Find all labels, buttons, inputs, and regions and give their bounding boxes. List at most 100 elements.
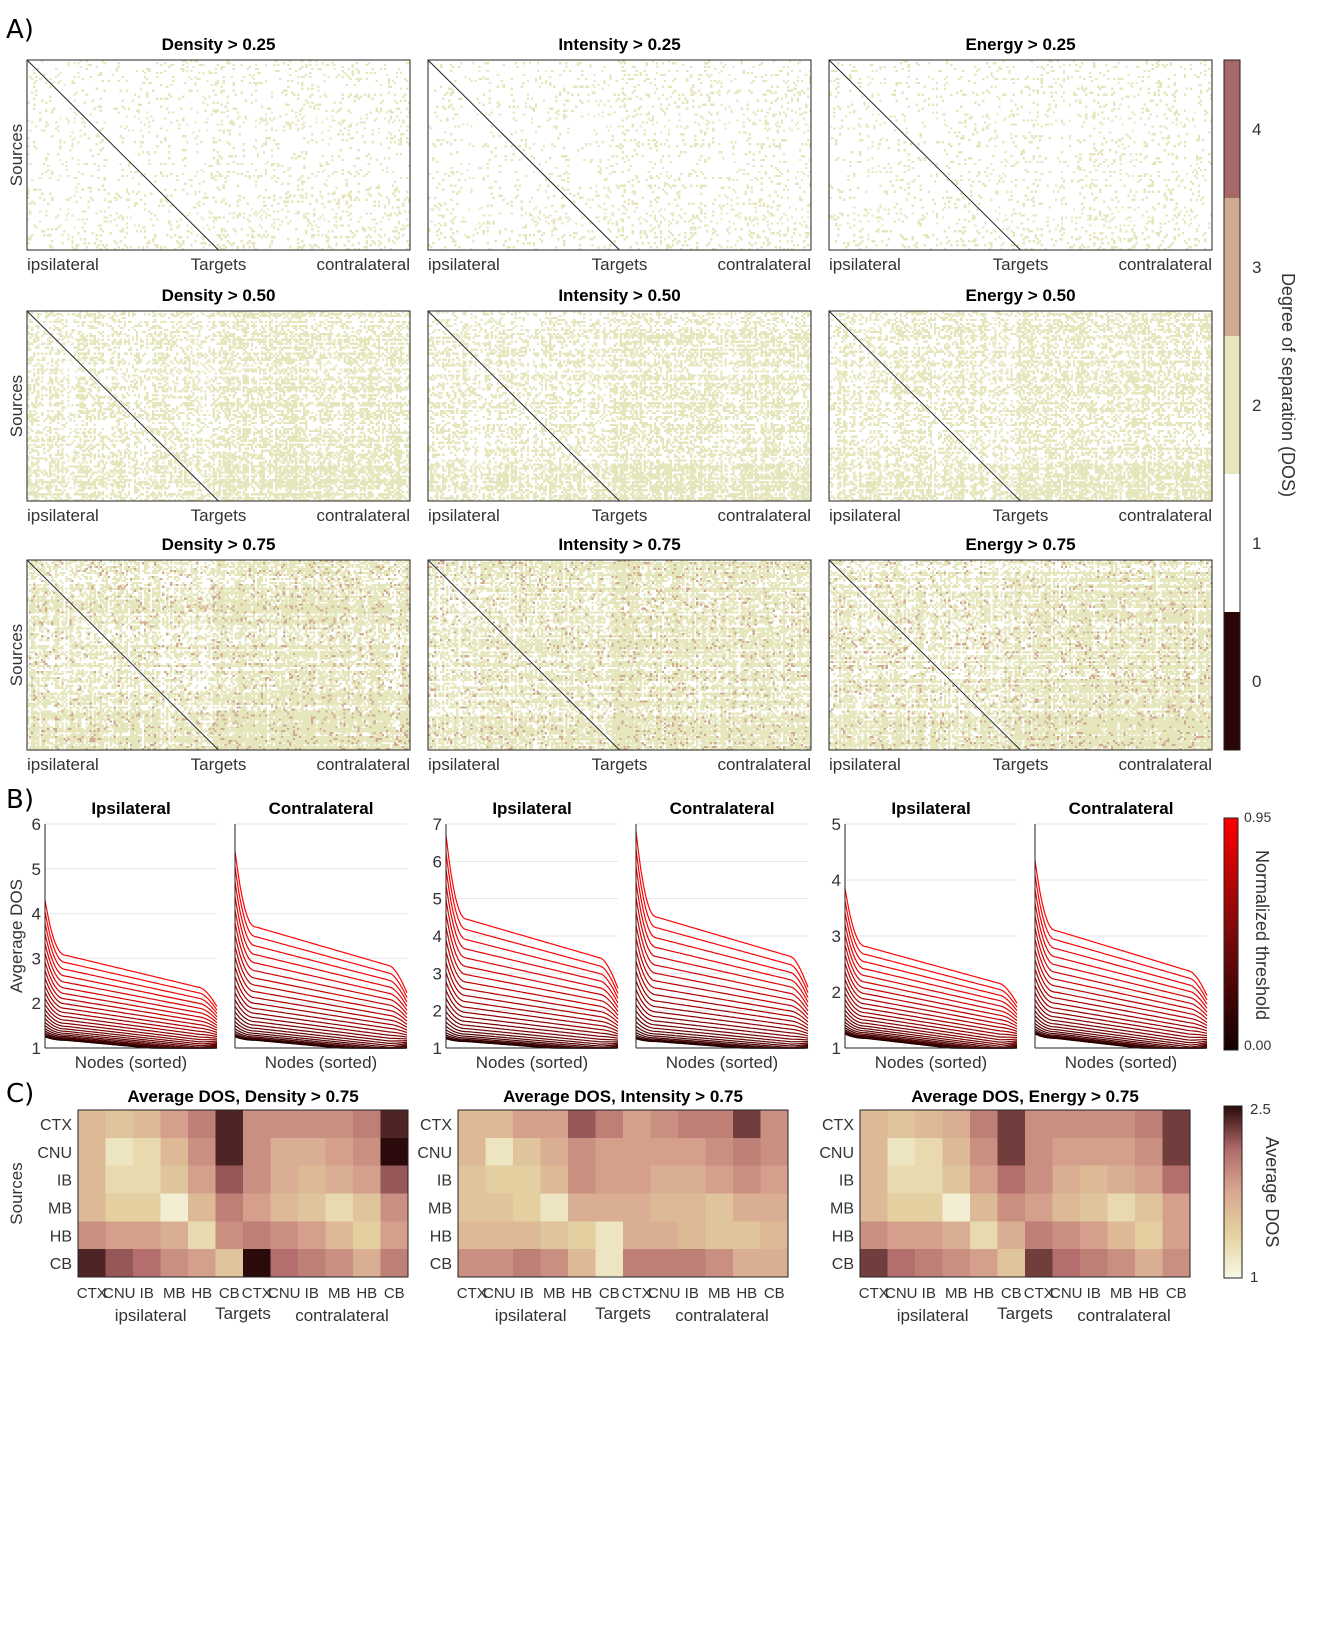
dos-cell <box>672 214 674 216</box>
dos-cell <box>51 197 53 199</box>
dos-cell <box>43 199 45 201</box>
dos-cell <box>303 125 305 127</box>
dos-cell <box>297 189 299 191</box>
dos-cell <box>337 206 339 208</box>
dos-cell <box>553 195 555 197</box>
dos-cell <box>507 203 509 205</box>
dos-cell <box>388 80 390 82</box>
dos-cell <box>801 208 803 210</box>
dos-cell <box>287 169 289 171</box>
dos-cell <box>301 189 303 191</box>
dos-cell <box>366 246 368 248</box>
dos-cell <box>704 185 706 187</box>
dos-cell <box>402 234 404 236</box>
dos-cell <box>668 224 670 226</box>
dos-cell <box>698 226 700 228</box>
dos-cell <box>297 98 299 100</box>
dos-cell <box>295 111 297 113</box>
dos-cell <box>807 175 809 177</box>
dos-cell <box>714 68 716 70</box>
dos-cell <box>763 230 765 232</box>
dos-cell <box>122 100 124 102</box>
dos-cell <box>476 232 478 234</box>
dos-cell <box>297 119 299 121</box>
dos-cell <box>771 165 773 167</box>
dos-cell <box>289 167 291 169</box>
dos-cell <box>712 127 714 129</box>
dos-cell <box>156 145 158 147</box>
dos-cell <box>488 102 490 104</box>
dos-cell <box>212 157 214 159</box>
dos-cell <box>194 206 196 208</box>
dos-cell <box>255 119 257 121</box>
dos-cell <box>452 92 454 94</box>
dos-cell <box>126 226 128 228</box>
dos-cell <box>755 210 757 212</box>
dos-cell <box>210 173 212 175</box>
dos-cell <box>535 106 537 108</box>
dos-cell <box>807 216 809 218</box>
dos-cell <box>394 141 396 143</box>
dos-cell <box>617 187 619 189</box>
dos-cell <box>515 131 517 133</box>
dos-cell <box>214 141 216 143</box>
dos-cell <box>744 218 746 220</box>
dos-cell <box>656 175 658 177</box>
dos-cell <box>553 226 555 228</box>
dos-cell <box>656 149 658 151</box>
dos-cell <box>650 224 652 226</box>
dos-cell <box>287 191 289 193</box>
dos-cell <box>450 104 452 106</box>
dos-cell <box>126 246 128 248</box>
dos-cell <box>696 143 698 145</box>
dos-cell <box>785 214 787 216</box>
dos-cell <box>321 155 323 157</box>
dos-cell <box>674 90 676 92</box>
dos-cell <box>607 228 609 230</box>
dos-cell <box>505 155 507 157</box>
dos-cell <box>104 189 106 191</box>
dos-cell <box>186 123 188 125</box>
dos-cell <box>221 90 223 92</box>
dos-cell <box>227 171 229 173</box>
dos-cell <box>297 129 299 131</box>
dos-cell <box>81 78 83 80</box>
dos-cell <box>182 149 184 151</box>
dos-cell <box>333 64 335 66</box>
dos-cell <box>33 72 35 74</box>
dos-cell <box>182 64 184 66</box>
dos-cell <box>565 66 567 68</box>
dos-cell <box>71 242 73 244</box>
dos-cell <box>323 169 325 171</box>
dos-cell <box>539 230 541 232</box>
dos-cell <box>126 80 128 82</box>
dos-cell <box>440 224 442 226</box>
dos-cell <box>339 102 341 104</box>
dos-cell <box>710 104 712 106</box>
dos-cell <box>35 80 37 82</box>
dos-cell <box>366 113 368 115</box>
dos-cell <box>682 102 684 104</box>
dos-cell <box>622 157 624 159</box>
dos-cell <box>144 72 146 74</box>
dos-cell <box>438 139 440 141</box>
dos-cell <box>636 96 638 98</box>
dos-cell <box>488 214 490 216</box>
dos-cell <box>85 218 87 220</box>
dos-cell <box>394 82 396 84</box>
dos-cell <box>376 222 378 224</box>
dos-cell <box>638 84 640 86</box>
dos-cell <box>337 203 339 205</box>
dos-cell <box>793 88 795 90</box>
dos-cell <box>275 129 277 131</box>
dos-cell <box>202 226 204 228</box>
dos-cell <box>696 185 698 187</box>
dos-cell <box>337 74 339 76</box>
dos-cell <box>404 199 406 201</box>
dos-cell <box>178 236 180 238</box>
dos-cell <box>751 232 753 234</box>
dos-cell <box>352 74 354 76</box>
dos-cell <box>267 214 269 216</box>
dos-cell <box>497 102 499 104</box>
dos-cell <box>680 216 682 218</box>
